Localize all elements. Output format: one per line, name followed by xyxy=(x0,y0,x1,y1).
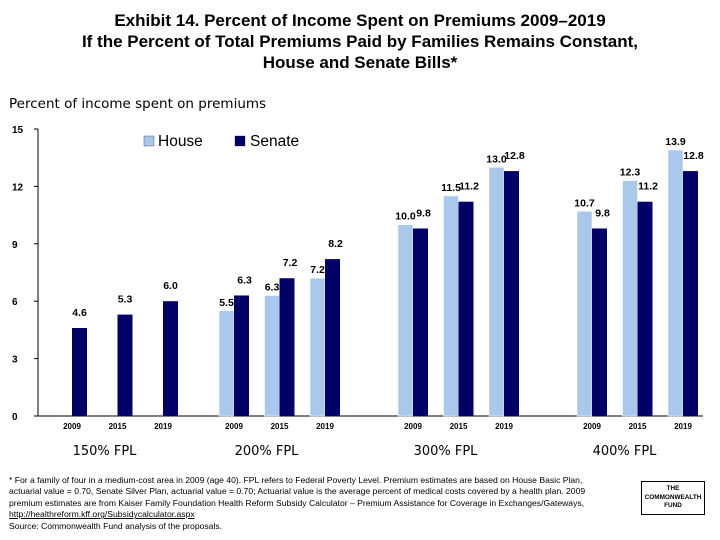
bar-house-200-2015 xyxy=(264,295,280,417)
data-label-senate: 5.3 xyxy=(118,294,133,306)
bar-senate-150-2015 xyxy=(117,314,133,416)
data-label-senate: 12.8 xyxy=(504,150,525,162)
bar-house-300-2009 xyxy=(397,224,414,417)
data-label-house: 13.0 xyxy=(486,153,507,165)
data-label-house: 6.3 xyxy=(265,281,280,293)
data-label-house: 11.5 xyxy=(441,182,461,194)
x-tick-label-year: 2019 xyxy=(316,422,334,431)
bar-house-400-2009 xyxy=(576,211,593,417)
bar-house-300-2015 xyxy=(443,195,459,417)
legend-swatch-senate xyxy=(234,135,246,147)
data-label-senate: 9.8 xyxy=(595,207,610,219)
y-tick-label: 3 xyxy=(12,355,18,366)
x-tick-label-year: 2015 xyxy=(109,422,127,431)
legend-label-senate: Senate xyxy=(250,133,299,150)
data-label-senate: 6.3 xyxy=(237,274,252,286)
bar-senate-200-2009 xyxy=(234,295,249,416)
x-tick-label-year: 2015 xyxy=(629,422,647,431)
bar-senate-400-2009 xyxy=(592,228,607,416)
footnote-text: * For a family of four in a medium-cost … xyxy=(9,475,586,508)
y-tick-label: 0 xyxy=(12,412,18,423)
bar-chart: 0 3 6 9 12 15 4.6 2009 5.3 2015 6.0 2019 150% FPL 5.5… xyxy=(12,125,704,459)
group-label: 150% FPL xyxy=(73,444,138,459)
data-label-house: 10.7 xyxy=(574,197,595,209)
bar-senate-150-2009 xyxy=(72,327,87,416)
data-label-senate: 9.8 xyxy=(416,207,431,219)
y-tick-label: 9 xyxy=(12,240,18,251)
data-label-senate: 11.2 xyxy=(459,181,479,193)
y-tick-label: 6 xyxy=(12,297,18,308)
x-tick-label-year: 2019 xyxy=(674,422,692,431)
logo-line-3: FUND xyxy=(664,502,682,509)
x-tick-label-year: 2009 xyxy=(404,422,422,431)
group-label: 400% FPL xyxy=(593,444,658,459)
x-tick-label-year: 2015 xyxy=(271,422,289,431)
bar-senate-200-2019 xyxy=(325,259,340,416)
group-label: 200% FPL xyxy=(235,444,300,459)
logo-line-2: COMMONWEALTH xyxy=(644,493,702,501)
bar-house-400-2015 xyxy=(622,180,638,417)
bar-senate-300-2019 xyxy=(504,171,519,416)
data-label-house: 10.0 xyxy=(395,211,416,223)
data-label-senate: 7.2 xyxy=(283,257,298,269)
bar-senate-400-2019 xyxy=(683,171,698,416)
commonwealth-fund-logo: THE COMMONWEALTH FUND xyxy=(641,481,705,515)
data-label-house: 7.2 xyxy=(310,264,325,276)
footnote: * For a family of four in a medium-cost … xyxy=(9,475,614,532)
data-label-senate: 4.6 xyxy=(72,307,87,319)
x-tick-label-year: 2009 xyxy=(63,422,81,431)
data-label-house: 5.5 xyxy=(219,297,234,309)
data-label-house: 13.9 xyxy=(665,136,686,148)
bar-house-200-2019 xyxy=(309,277,326,417)
y-tick-label: 12 xyxy=(12,182,24,193)
legend-swatch-house xyxy=(143,135,155,147)
title-line-1: Exhibit 14. Percent of Income Spent on P… xyxy=(114,11,606,30)
legend-label-house: House xyxy=(158,133,203,150)
bar-senate-300-2015 xyxy=(458,201,474,416)
title-line-2: If the Percent of Total Premiums Paid by… xyxy=(81,32,639,51)
y-axis-title: Percent of income spent on premiums xyxy=(9,96,267,112)
data-label-house: 12.3 xyxy=(620,167,641,179)
footnote-link[interactable]: http://healthreform.kff.org/Subsidycalcu… xyxy=(9,509,195,520)
bar-senate-150-2019 xyxy=(163,301,178,416)
logo-box: THE COMMONWEALTH FUND xyxy=(641,481,705,515)
title-line-3: House and Senate Bills* xyxy=(262,53,458,72)
data-label-senate: 8.2 xyxy=(328,238,343,250)
x-tick-label-year: 2015 xyxy=(450,422,468,431)
x-tick-label-year: 2019 xyxy=(154,422,172,431)
bar-senate-200-2015 xyxy=(279,278,295,416)
x-tick-label-year: 2009 xyxy=(583,422,601,431)
data-label-senate: 6.0 xyxy=(163,280,178,292)
logo-line-1: THE xyxy=(666,485,680,492)
x-tick-label-year: 2009 xyxy=(225,422,243,431)
bar-senate-300-2009 xyxy=(413,228,428,416)
bar-house-300-2019 xyxy=(488,167,505,417)
y-tick-label: 15 xyxy=(12,125,24,136)
bar-house-200-2009 xyxy=(218,310,235,417)
data-label-senate: 12.8 xyxy=(683,150,704,162)
source-note: Source: Commonwealth Fund analysis of th… xyxy=(9,520,223,531)
bar-senate-400-2015 xyxy=(637,201,653,416)
x-tick-label-year: 2019 xyxy=(495,422,513,431)
chart-title: Exhibit 14. Percent of Income Spent on P… xyxy=(0,10,720,73)
bar-house-400-2019 xyxy=(667,149,684,417)
group-label: 300% FPL xyxy=(414,444,479,459)
data-label-senate: 11.2 xyxy=(638,181,658,193)
